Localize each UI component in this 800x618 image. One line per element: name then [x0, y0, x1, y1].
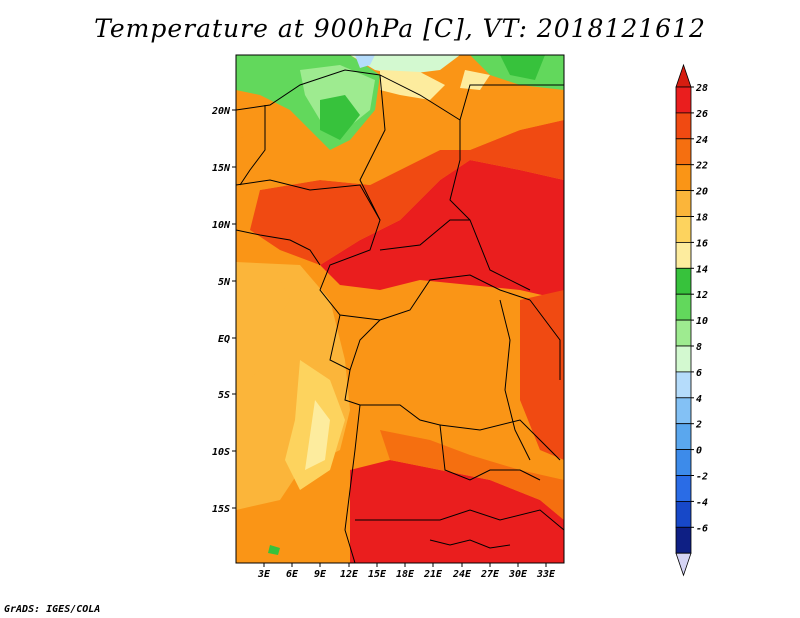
- lat-label: 5N: [218, 277, 231, 288]
- field-16-north: [380, 70, 445, 100]
- colorbar-label: 28: [695, 83, 708, 94]
- field-14-sw: [268, 545, 280, 555]
- lon-label: 30E: [508, 569, 528, 580]
- colorbar-swatch: [675, 423, 692, 451]
- colorbar-swatch: [675, 112, 692, 140]
- colorbar-label: 22: [695, 161, 708, 172]
- colorbar-swatch: [675, 293, 692, 321]
- colorbar-label: -4: [696, 497, 708, 508]
- colorbar-label: 6: [696, 368, 702, 379]
- colorbar-swatch: [675, 449, 692, 476]
- field-18-west: [236, 262, 290, 390]
- colorbar-over-triangle: [675, 63, 692, 88]
- lat-label: EQ: [218, 334, 230, 345]
- colorbar-under-triangle: [675, 552, 692, 577]
- longitude-labels: 3E 6E 9E 12E 15E 18E 21E 24E 27E 30E 33E: [257, 569, 556, 580]
- colorbar-label: 14: [696, 264, 708, 275]
- lon-label: 12E: [340, 569, 359, 580]
- lon-label: 27E: [480, 569, 500, 580]
- field-10-north: [350, 55, 460, 75]
- colorbar-label: 26: [695, 109, 708, 120]
- colorbar-label: 12: [696, 290, 708, 301]
- colorbar-swatch: [675, 86, 692, 114]
- country-borders: [236, 69, 564, 563]
- colorbar-swatch: [675, 371, 692, 399]
- lon-label: 33E: [536, 569, 556, 580]
- lon-label: 6E: [286, 569, 299, 580]
- colorbar-swatch: [675, 241, 692, 269]
- map-frame: [235, 54, 565, 564]
- colorbar-swatch: [675, 500, 692, 528]
- lat-label: 10S: [212, 447, 230, 458]
- colorbar-label: 10: [696, 316, 708, 327]
- colorbar-label: 0: [696, 446, 702, 457]
- lon-label: 18E: [396, 569, 415, 580]
- latitude-labels: 20N 15N 10N 5N EQ 5S 10S 15S: [211, 106, 231, 515]
- lon-label: 3E: [257, 569, 271, 580]
- colorbar-swatch: [675, 475, 692, 502]
- lat-label: 10N: [212, 220, 231, 231]
- field-14-ne-core: [500, 55, 545, 80]
- colorbar-label: 8: [696, 342, 702, 353]
- colorbar-swatch: [675, 216, 692, 243]
- colorbar-label: 16: [696, 238, 708, 249]
- temperature-field: [236, 55, 564, 563]
- colorbar-label: 4: [696, 394, 702, 405]
- grads-credit: GrADS: IGES/COLA: [4, 604, 101, 615]
- lat-label: 5S: [218, 390, 230, 401]
- colorbar-label: 2: [695, 420, 702, 431]
- colorbar-swatch: [675, 164, 692, 191]
- field-26-east: [520, 290, 564, 460]
- colorbar-label: -2: [696, 472, 708, 483]
- lon-label: 21E: [423, 569, 443, 580]
- colorbar-swatch: [675, 267, 692, 295]
- colorbar-label: -6: [696, 523, 708, 534]
- colorbar-label: 20: [695, 187, 708, 198]
- colorbar-swatch: [675, 138, 692, 166]
- field-14-core: [320, 95, 360, 140]
- lat-label: 15N: [212, 163, 231, 174]
- field-24-central: [250, 120, 564, 265]
- lat-label: 20N: [211, 106, 231, 117]
- field-24-south: [380, 430, 564, 520]
- field-8-north: [355, 55, 375, 68]
- map-title: Temperature at 900hPa [C], VT: 201812161…: [94, 14, 706, 43]
- colorbar-swatch: [675, 345, 692, 373]
- field-26-south: [350, 460, 564, 563]
- colorbar-label: 18: [696, 213, 708, 224]
- colorbar-swatch: [675, 526, 692, 554]
- lon-ticks: [263, 563, 547, 567]
- lat-ticks: [232, 109, 236, 509]
- field-26-central: [320, 160, 564, 300]
- lon-label: 15E: [368, 569, 387, 580]
- lon-label: 9E: [314, 569, 327, 580]
- colorbar-label: 24: [695, 135, 708, 146]
- lon-label: 24E: [452, 569, 472, 580]
- colorbar-swatch: [675, 190, 692, 217]
- colorbar-swatch: [675, 319, 692, 347]
- lat-label: 15S: [212, 504, 230, 515]
- field-16-coast: [305, 400, 330, 470]
- colorbar-swatch: [675, 397, 692, 425]
